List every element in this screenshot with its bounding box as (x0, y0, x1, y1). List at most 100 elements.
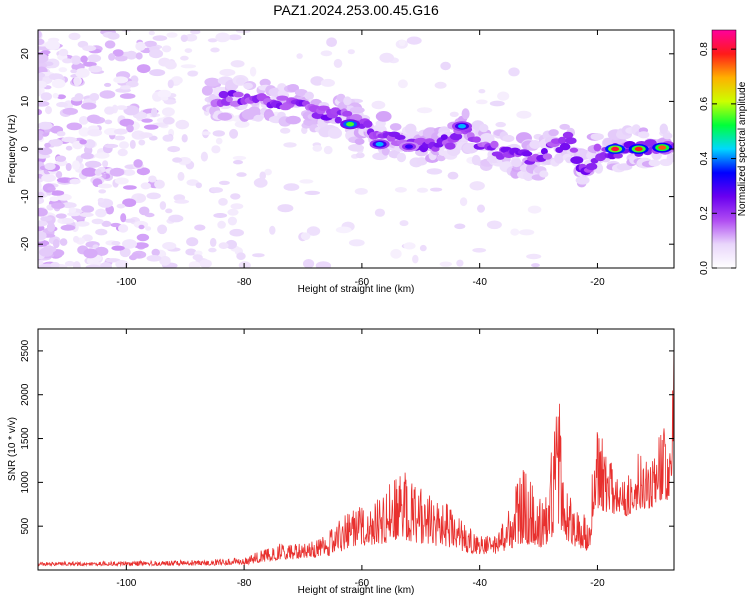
spectral-blob (486, 220, 502, 230)
spectral-blob (211, 145, 221, 154)
spectral-blob (78, 127, 91, 137)
spectral-blob (440, 61, 451, 71)
spectral-blob (51, 78, 66, 89)
colorbar-tick-label: 0.2 (699, 206, 710, 220)
spectral-blob (450, 132, 463, 141)
spectral-blob (144, 40, 157, 48)
y-tick-label: 1500 (20, 427, 31, 450)
spectral-blob (72, 261, 81, 268)
spectral-blob (200, 151, 208, 162)
spectral-blob (114, 135, 126, 141)
spectral-blob (210, 187, 223, 193)
spectral-blob (232, 91, 244, 98)
spectral-blob (40, 50, 51, 55)
spectral-blob (559, 142, 571, 151)
spectral-blob (348, 144, 364, 152)
spectral-blob (648, 159, 661, 167)
spectral-blob (104, 143, 119, 149)
spectral-blob (444, 142, 456, 150)
spectral-blob (236, 252, 246, 260)
spectral-blob (416, 157, 428, 166)
spectral-blob (40, 92, 52, 101)
spectral-blob (52, 92, 59, 99)
spectral-blob (91, 218, 104, 225)
spectral-blob (548, 129, 559, 137)
spectral-blob (65, 163, 72, 171)
spectral-blob (253, 177, 268, 188)
spectral-blob (379, 52, 395, 63)
spectral-blob (72, 160, 80, 171)
spectral-blob (342, 110, 353, 117)
spectral-blob (280, 127, 291, 134)
spectral-blob (162, 134, 173, 142)
spectral-blob (394, 134, 406, 141)
spectral-blob (207, 38, 218, 43)
spectral-blob (569, 147, 579, 153)
spectral-blob (304, 91, 315, 101)
spectral-blob (149, 69, 166, 77)
spectral-blob (99, 262, 112, 268)
spectral-blob (180, 55, 189, 61)
spectral-blob (38, 220, 48, 227)
spectral-blob (502, 134, 515, 143)
x-tick-label: -100 (116, 277, 136, 288)
spectral-blob (320, 78, 335, 87)
spectral-blob (613, 152, 623, 159)
spectral-blob (217, 220, 226, 229)
spectral-blob (184, 33, 198, 42)
y-tick-label: 2500 (20, 339, 31, 362)
spectral-blob (38, 121, 53, 130)
spectral-blob (38, 231, 47, 240)
spectral-blob (55, 213, 67, 219)
spectral-blob (346, 122, 355, 127)
spectral-blob (135, 41, 146, 51)
colorbar-scale (712, 30, 736, 268)
spectral-blob (143, 124, 159, 130)
spectral-blob (99, 90, 116, 99)
spectral-blob (495, 121, 507, 128)
spectral-blob (39, 247, 54, 257)
spectral-blob (84, 139, 96, 149)
spectral-blob (164, 60, 177, 70)
spectral-blob (55, 155, 67, 162)
spectral-blob (138, 139, 146, 146)
spectral-blob (131, 130, 146, 140)
spectral-blob (173, 194, 186, 202)
spectral-blob (38, 239, 50, 247)
spectral-blob (109, 167, 125, 177)
spectral-blob (112, 49, 124, 57)
spectral-blob (611, 146, 620, 152)
colorbar-label: Normalized spectral amplitude (737, 81, 748, 216)
spectral-blob (469, 181, 485, 191)
spectral-blob (38, 109, 42, 116)
spectral-blob (348, 239, 365, 247)
chart-title: PAZ1.2024.253.00.45.G16 (273, 2, 439, 18)
spectral-blob (152, 35, 168, 41)
spectrogram-ylabel: Frequency (Hz) (7, 115, 18, 184)
spectral-blob (167, 79, 174, 89)
spectral-blob (194, 224, 206, 231)
spectral-blob (213, 213, 228, 218)
spectral-blob (472, 248, 487, 253)
spectral-blob (108, 53, 116, 61)
spectral-blob (253, 114, 263, 122)
spectral-blob (62, 58, 73, 64)
spectral-blob (644, 139, 657, 147)
spectral-blob (56, 131, 66, 137)
spectral-blob (85, 160, 101, 168)
spectral-blob (403, 242, 416, 250)
snr-xlabel: Height of straight line (km) (298, 585, 415, 596)
spectral-blob (449, 111, 459, 118)
spectral-blob (114, 177, 129, 185)
spectral-blob (218, 242, 229, 250)
x-tick-label: -20 (590, 277, 605, 288)
spectral-blob (157, 224, 168, 235)
spectral-blob (75, 68, 90, 78)
spectral-blob (521, 151, 533, 157)
spectral-blob (122, 198, 137, 207)
spectral-blob (235, 77, 246, 85)
spectral-blob (114, 55, 128, 62)
spectral-blob (38, 100, 50, 107)
colorbar-tick-label: 0.8 (699, 42, 710, 56)
